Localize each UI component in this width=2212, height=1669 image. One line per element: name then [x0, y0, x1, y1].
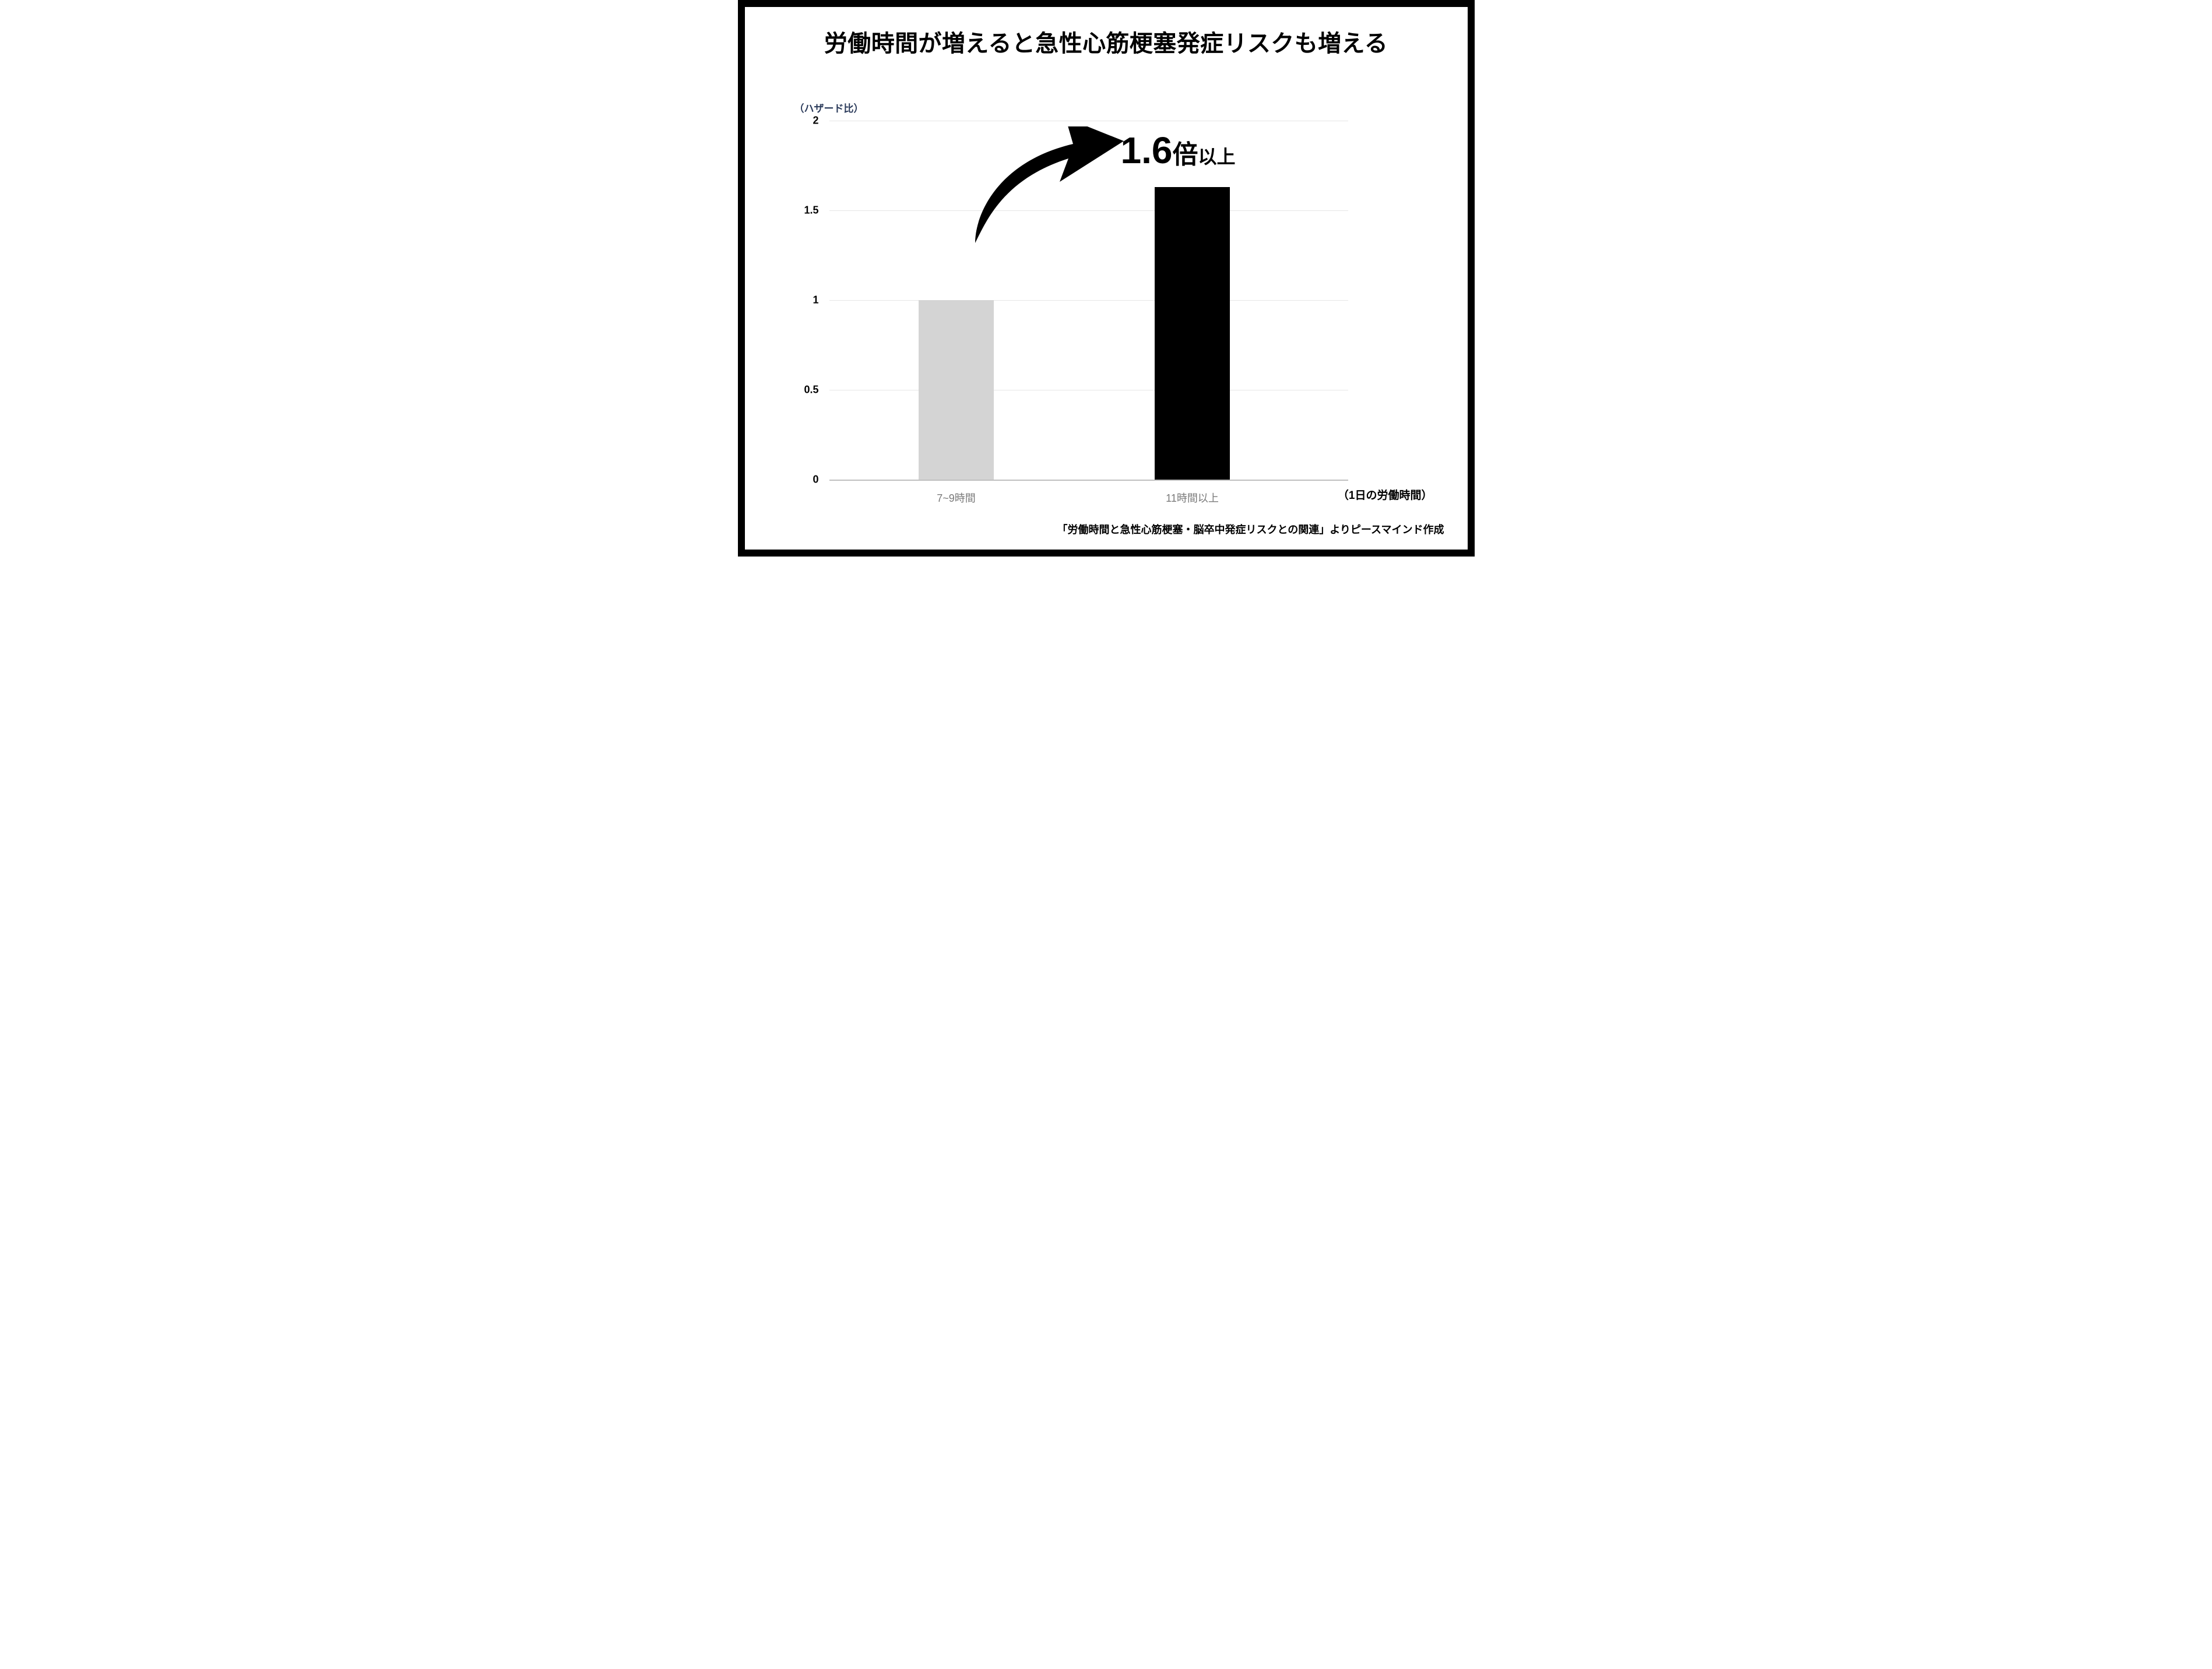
gridline	[829, 480, 1348, 481]
x-tick-label: 7~9時間	[937, 490, 976, 505]
callout-label: 1.6倍以上	[1121, 129, 1236, 172]
callout-unit: 倍	[1172, 140, 1198, 169]
y-tick-label: 2	[813, 115, 818, 127]
x-tick-label: 11時間以上	[1166, 490, 1219, 505]
x-axis-label: （1日の労働時間）	[1338, 487, 1433, 502]
y-tick-label: 0	[813, 474, 818, 486]
bar	[919, 300, 994, 480]
chart-area: 00.511.527~9時間11時間以上 1.6倍以上	[829, 121, 1348, 480]
y-tick-label: 0.5	[804, 384, 818, 396]
y-tick-label: 1.5	[804, 205, 818, 217]
chart-frame: 労働時間が増えると急性心筋梗塞発症リスクも増える （ハザード比） 00.511.…	[738, 0, 1475, 557]
callout-number: 1.6	[1121, 129, 1173, 171]
y-axis-label: （ハザード比）	[794, 100, 864, 115]
bar	[1155, 187, 1230, 480]
arrow-icon	[958, 126, 1133, 255]
source-attribution: 「労働時間と急性心筋梗塞・脳卒中発症リスクとの関連」よりピースマインド作成	[1057, 522, 1444, 537]
y-tick-label: 1	[813, 294, 818, 307]
chart-title: 労働時間が増えると急性心筋梗塞発症リスクも増える	[745, 24, 1468, 58]
gridline	[829, 300, 1348, 301]
callout-suffix: 以上	[1198, 146, 1235, 167]
